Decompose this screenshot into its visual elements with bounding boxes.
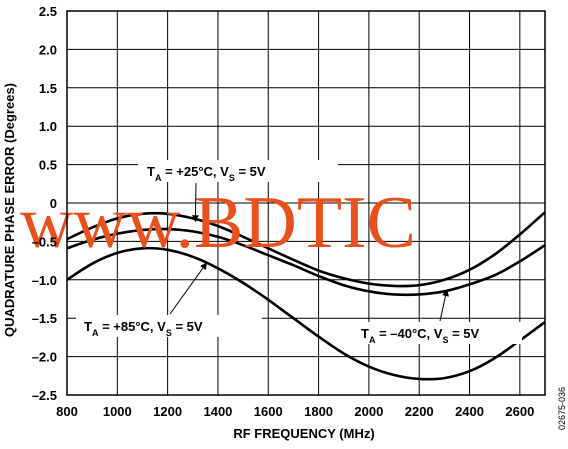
annotation-label: TA = +25°C, VS = 5V — [147, 164, 266, 183]
x-tick-label: 1400 — [203, 404, 232, 419]
x-tick-label: 2400 — [455, 404, 484, 419]
plot-border — [66, 10, 546, 396]
x-tick-label: 1800 — [304, 404, 333, 419]
x-tick-label: 1600 — [254, 404, 283, 419]
y-tick-label: 0.5 — [39, 158, 57, 173]
y-tick-label: –2.0 — [32, 350, 57, 365]
x-axis-label: RF FREQUENCY (MHz) — [233, 426, 374, 441]
figure-id: 02675-036 — [557, 387, 567, 430]
series-line-3 — [66, 246, 546, 381]
annotation-box — [76, 315, 262, 337]
x-tick-label: 1200 — [153, 404, 182, 419]
y-tick-label: 2.0 — [39, 42, 57, 57]
annotations: TA = +25°C, VS = 5V TA = +85°C, VS = 5V TA… — [76, 160, 522, 345]
watermark-text: www.BDTIC — [20, 182, 416, 264]
y-tick-label: –1.0 — [32, 273, 57, 288]
series-line-2 — [66, 227, 546, 297]
x-tick-label: 2600 — [505, 404, 534, 419]
y-tick-labels: –2.5 –2.0 –1.5 –1.0 –0.5 0 0.5 1.0 1.5 2.0 2.5 — [32, 4, 57, 403]
annotation-box — [138, 160, 338, 182]
plot-frame — [66, 10, 546, 396]
x-tick-label: 1000 — [103, 404, 132, 419]
y-axis-label: QUADRATURE PHASE ERROR (Degrees) — [2, 83, 17, 337]
y-tick-label: –1.5 — [32, 311, 57, 326]
annotation-arrow — [439, 289, 449, 322]
x-tick-labels: 800 1000 1200 1400 1600 1800 2000 2200 2400 2600 — [56, 404, 534, 419]
x-tick-label: 2000 — [354, 404, 383, 419]
y-tick-label: 2.5 — [39, 4, 57, 19]
annotation-label: TA = –40°C, VS = 5V — [361, 326, 480, 345]
annotation-box — [352, 322, 522, 344]
y-tick-label: 1.0 — [39, 119, 57, 134]
series-lines — [66, 211, 546, 381]
watermark: www.BDTIC — [20, 182, 416, 264]
y-tick-label: 0 — [50, 196, 57, 211]
x-tick-label: 2200 — [405, 404, 434, 419]
annotation-label: TA = +85°C, VS = 5V — [84, 319, 203, 338]
series-line-1 — [66, 211, 546, 288]
y-tick-label: –2.5 — [32, 388, 57, 403]
x-tick-label: 800 — [56, 404, 78, 419]
y-tick-label: –0.5 — [32, 234, 57, 249]
annotation-arrow — [169, 262, 208, 315]
y-tick-label: 1.5 — [39, 81, 57, 96]
annotation-arrow — [191, 182, 199, 223]
